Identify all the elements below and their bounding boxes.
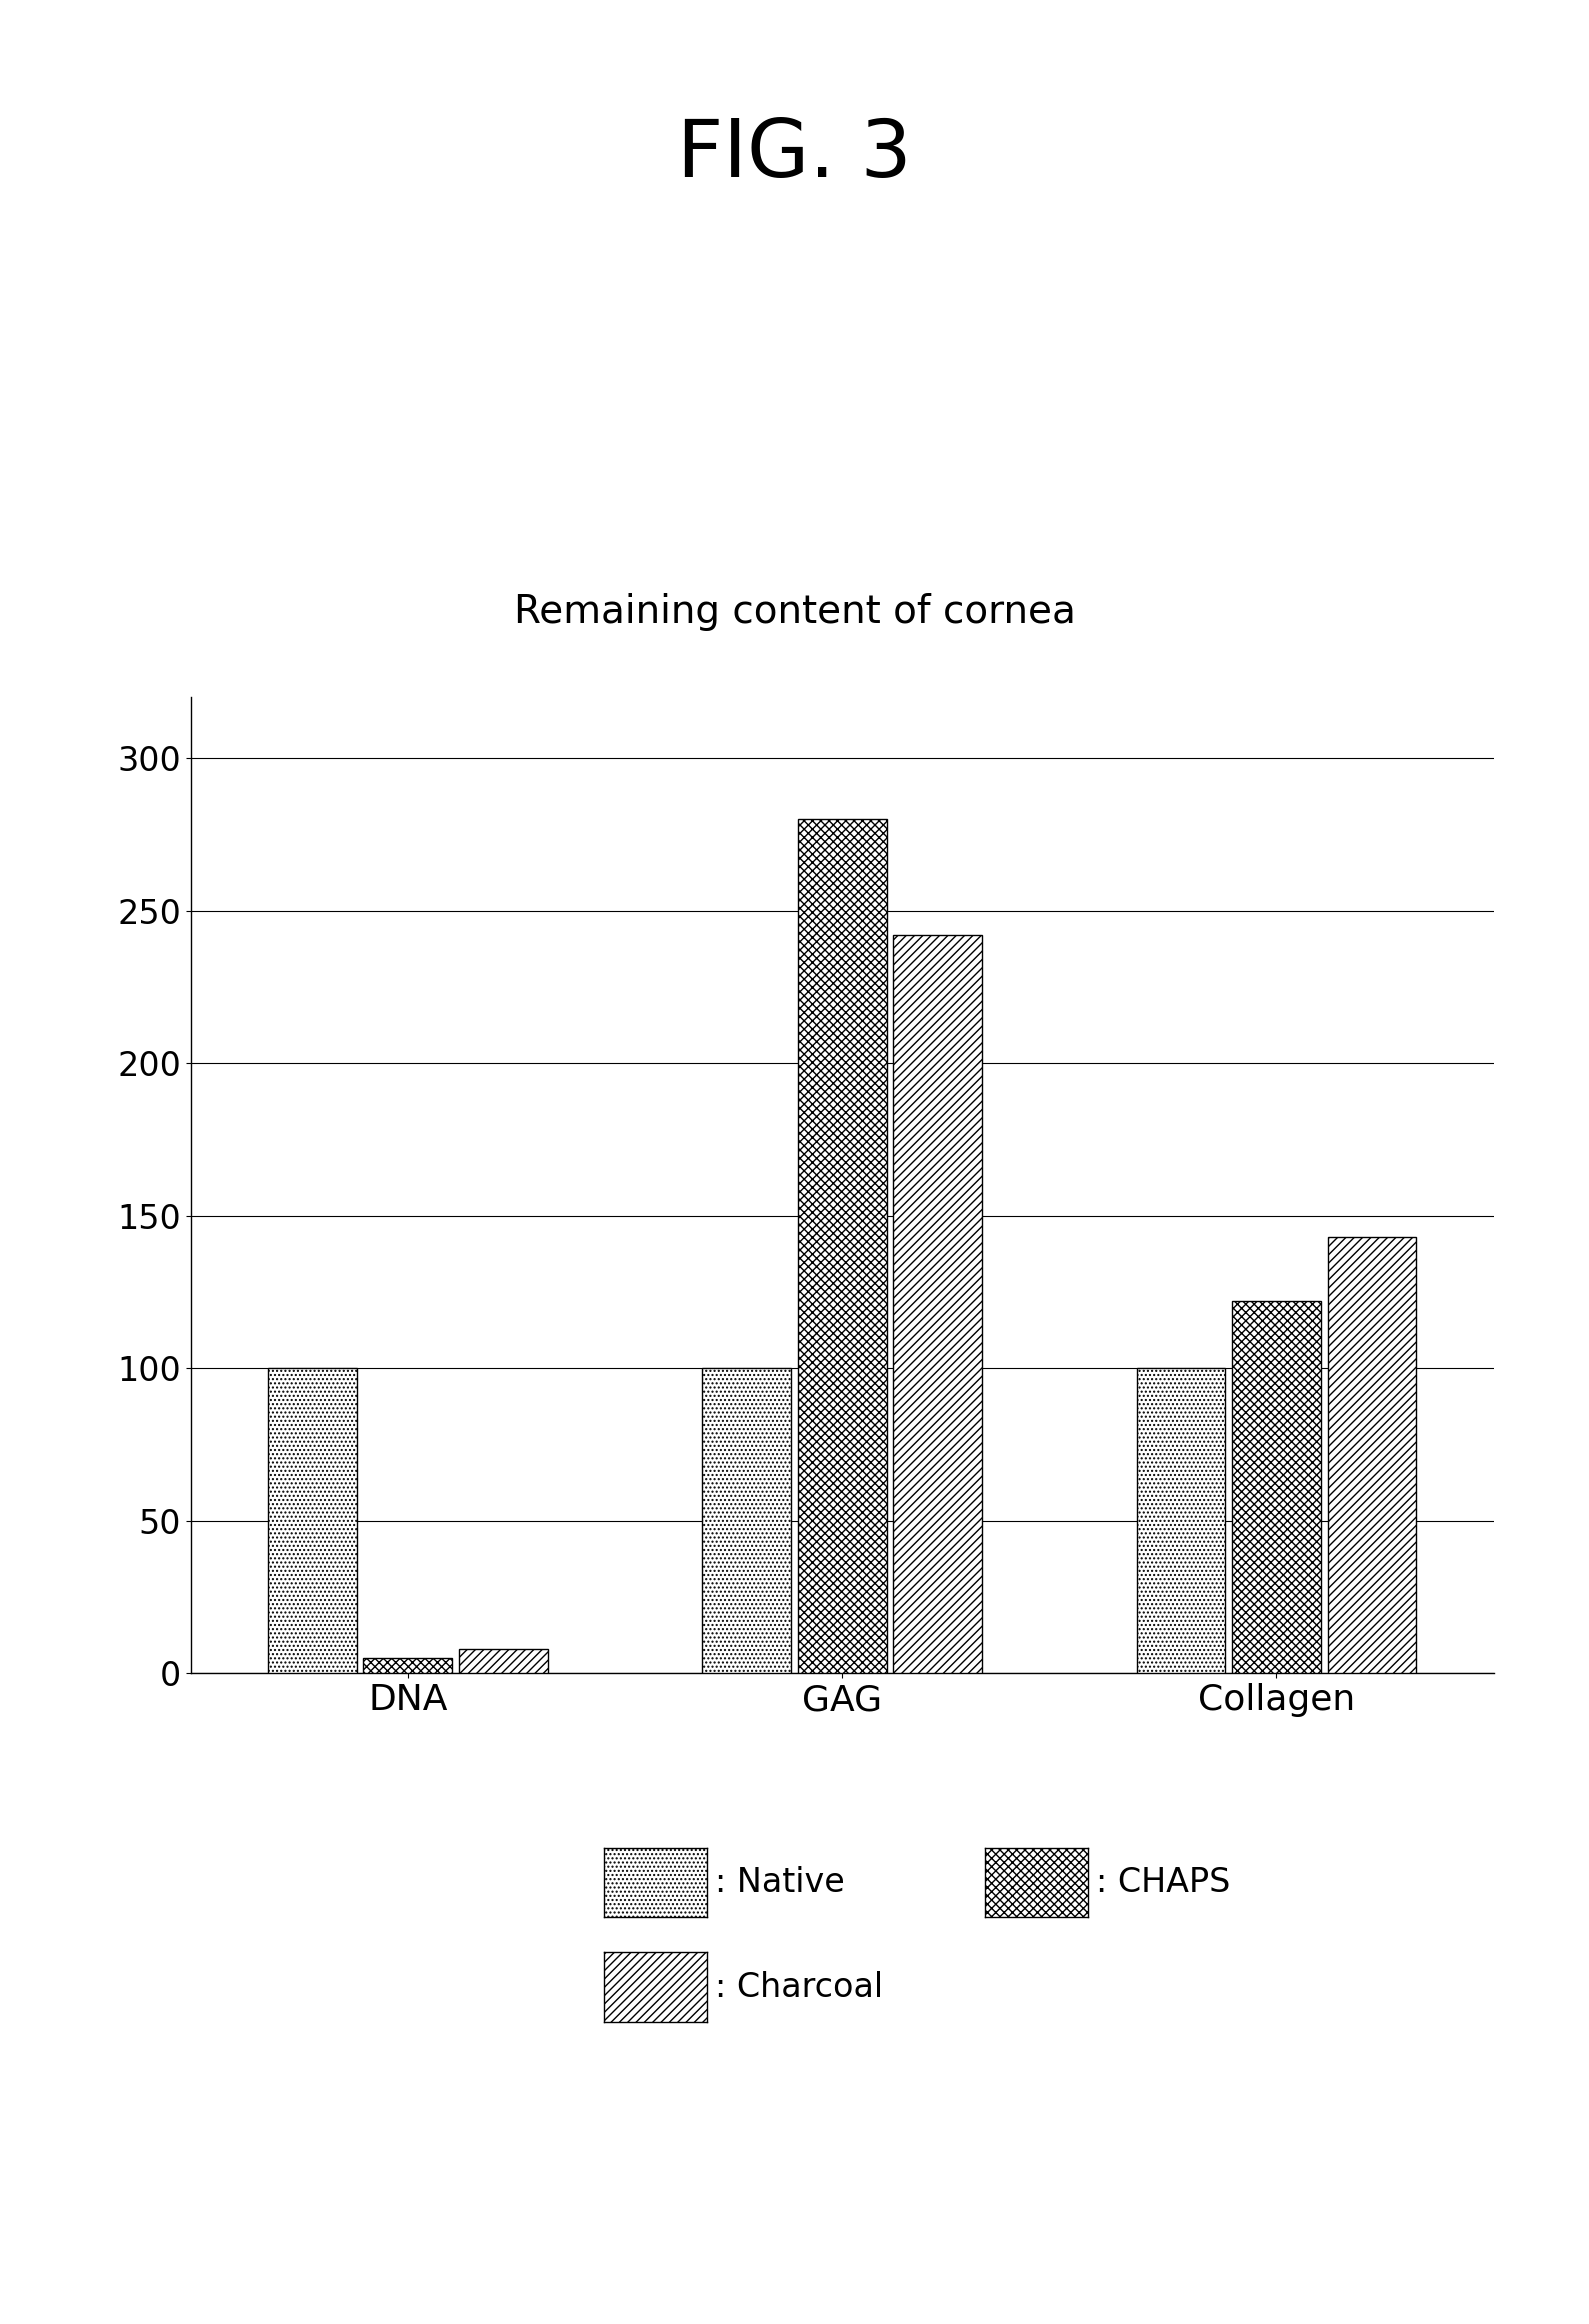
Text: : Charcoal: : Charcoal <box>715 1971 883 2003</box>
Bar <box>893 934 982 1673</box>
Bar <box>702 1369 791 1673</box>
Text: FIG. 3: FIG. 3 <box>677 116 912 195</box>
Bar <box>459 1650 548 1673</box>
Bar <box>269 1369 356 1673</box>
Bar <box>1136 1369 1225 1673</box>
Bar <box>1328 1236 1416 1673</box>
Text: : Native: : Native <box>715 1866 845 1899</box>
Text: Remaining content of cornea: Remaining content of cornea <box>513 593 1076 630</box>
Bar <box>364 1657 453 1673</box>
Bar <box>798 820 887 1673</box>
Bar <box>1231 1301 1320 1673</box>
Text: : CHAPS: : CHAPS <box>1096 1866 1231 1899</box>
